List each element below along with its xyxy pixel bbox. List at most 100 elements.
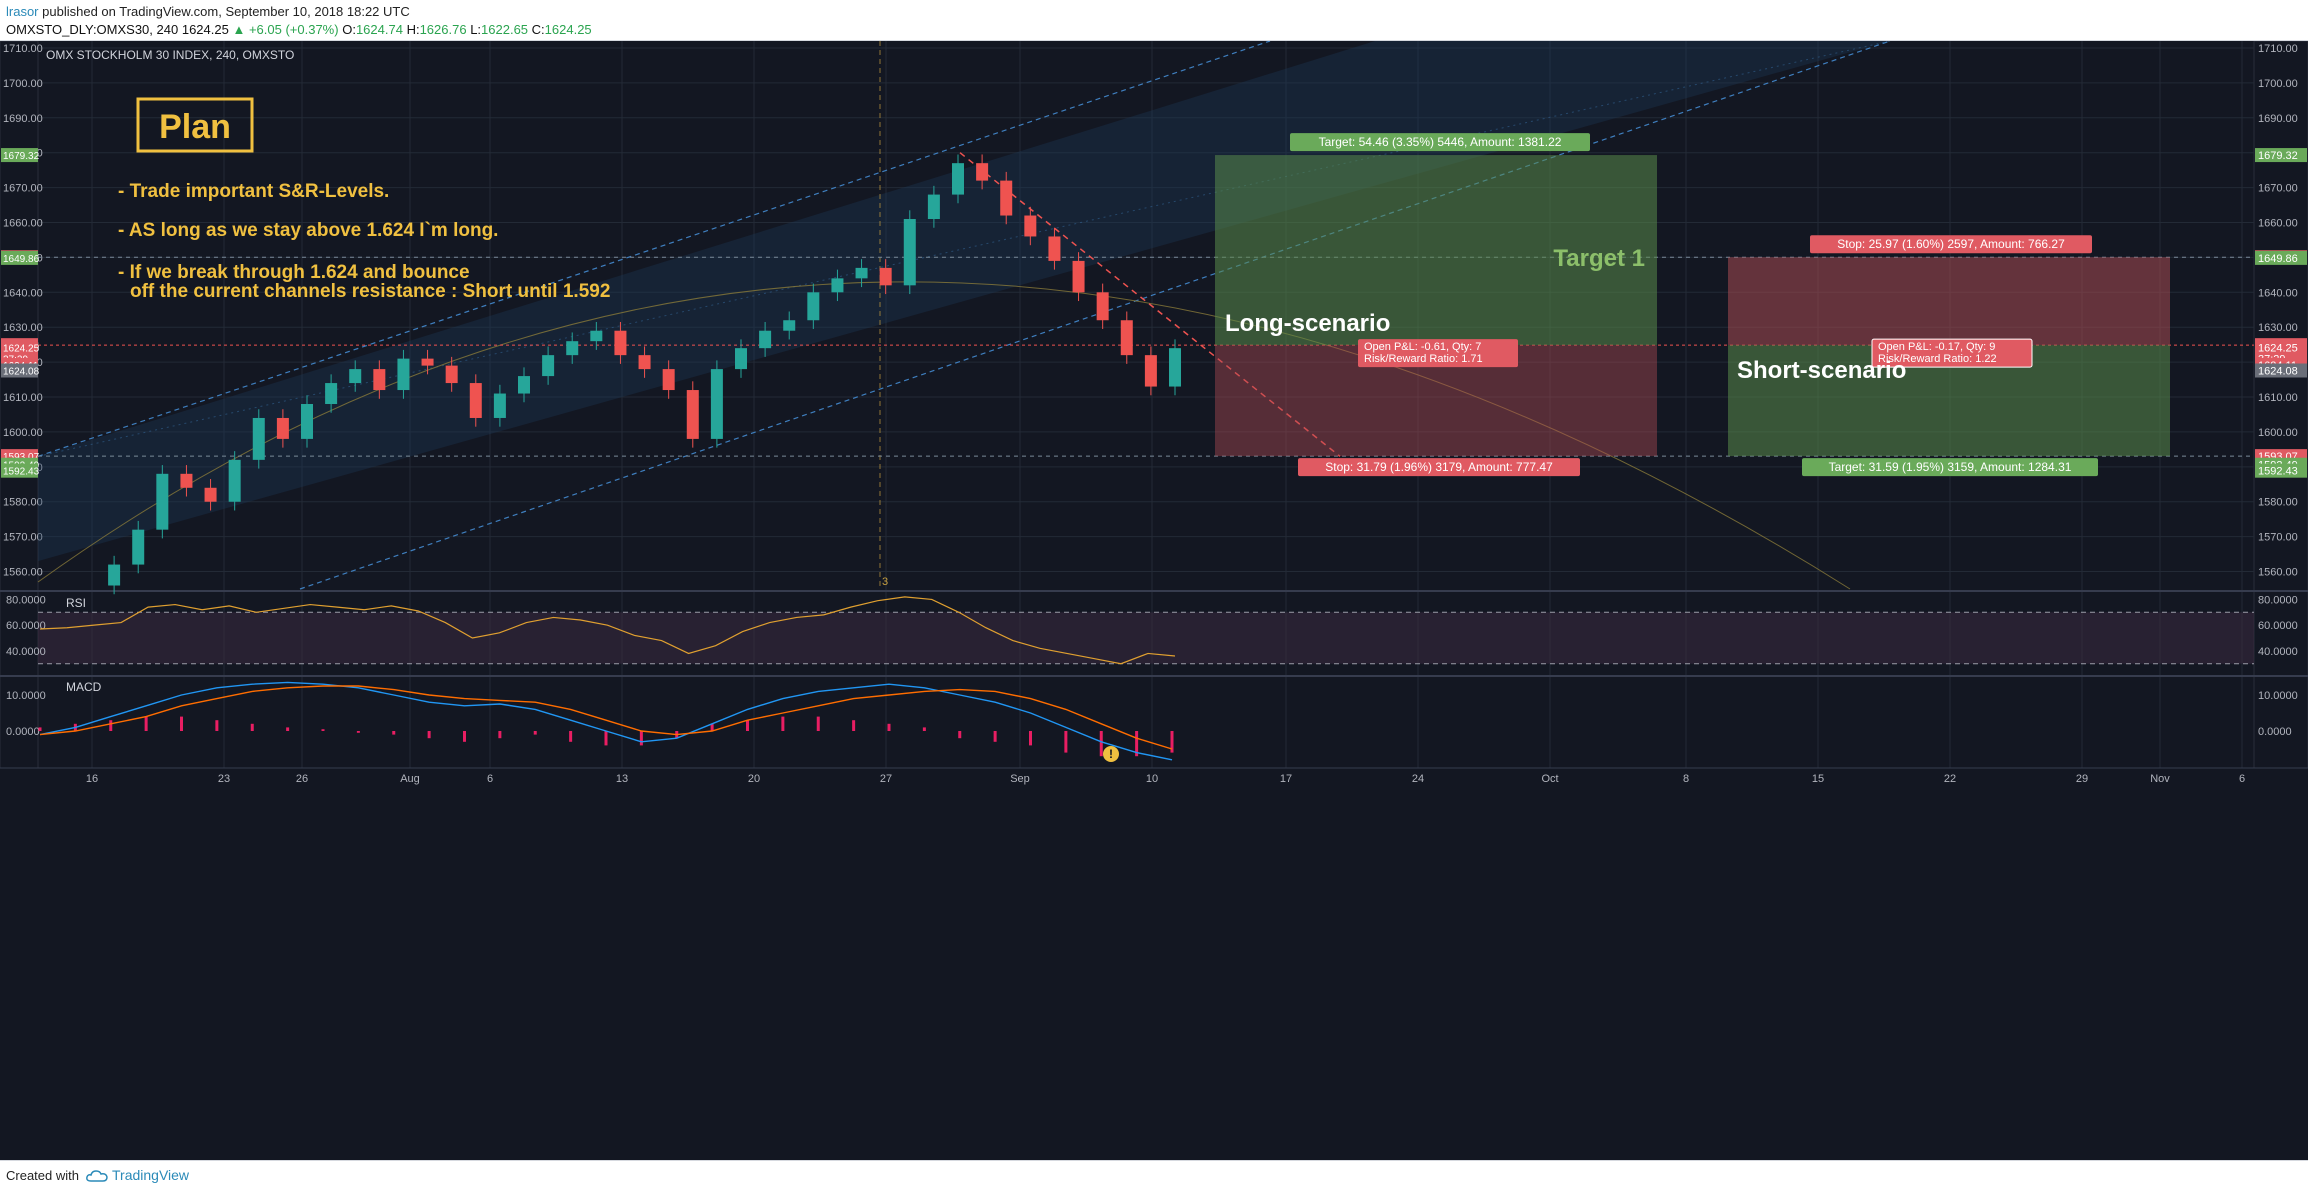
price-badge-right-text: 1679.32 (2258, 150, 2298, 162)
published-text: published on TradingView.com, September … (42, 4, 410, 19)
open-value: 1624.74 (355, 22, 403, 37)
candle-body (735, 348, 747, 370)
y-tick-right: 1570.00 (2258, 532, 2298, 544)
price-badge-left (1, 463, 38, 478)
x-tick-label: 16 (86, 773, 98, 785)
candle-body (614, 330, 627, 356)
x-tick-label: Aug (400, 773, 420, 785)
macd-tick-left: 10.0000 (6, 690, 46, 702)
top-bar: lrasor published on TradingView.com, Sep… (0, 0, 2308, 41)
candle-body (952, 163, 964, 195)
y-tick-left: 1600.00 (3, 427, 43, 439)
candle-body (228, 459, 241, 502)
short-stop-info: Stop: 25.97 (1.60%) 2597, Amount: 766.27 (1837, 237, 2065, 251)
tradingview-link[interactable]: TradingView (86, 1167, 189, 1183)
candle-body (421, 358, 434, 366)
long-target-info: Target: 54.46 (3.35%) 5446, Amount: 1381… (1319, 135, 1562, 149)
open-label: O: (342, 22, 356, 37)
y-tick-left: 1560.00 (3, 567, 43, 579)
x-tick-label: 15 (1812, 773, 1824, 785)
price-badge-right-text: 1592.43 (2258, 466, 2298, 478)
x-tick-label: Oct (1541, 773, 1558, 785)
price-badge-left-text: 1649.86 (3, 254, 40, 265)
candle-body (638, 355, 651, 370)
candle-body (301, 404, 313, 439)
price-badge-right-text: 1624.08 (2258, 365, 2298, 377)
long-pnl-badge (1358, 339, 1518, 368)
candle-body (518, 376, 530, 394)
candle-body (686, 390, 699, 439)
vertical-marker-label: 3 (882, 576, 888, 588)
short-scenario-label: Short-scenario (1737, 357, 1906, 384)
y-tick-right: 1700.00 (2258, 78, 2298, 90)
x-tick-label: Nov (2150, 773, 2170, 785)
close-value: 1624.25 (544, 22, 592, 37)
y-tick-right: 1690.00 (2258, 113, 2298, 125)
signal-line (39, 685, 1173, 750)
channel-lower-line (299, 41, 1891, 590)
short-pnl-badge (1871, 338, 2033, 368)
chart-canvas[interactable]: 1710.00 1710.00 1700.00 1700.00 1690.00 1690.… (0, 41, 2308, 1160)
y-tick-left: 1580.00 (3, 497, 43, 509)
y-tick-left: 1670.00 (3, 183, 43, 195)
candle-body (566, 341, 579, 356)
candle-body (590, 330, 603, 342)
price-badge-right (2255, 148, 2307, 163)
candle-body (373, 369, 386, 391)
low-label: L: (470, 22, 482, 37)
long-scenario-label: Long-scenario (1225, 310, 1390, 337)
x-tick-label: 26 (296, 773, 308, 785)
price-badge-left-text: 1624.25 (3, 343, 40, 354)
x-tick-label: 29 (2076, 773, 2088, 785)
y-tick-right: 1670.00 (2258, 183, 2298, 195)
candle-body (493, 393, 506, 418)
price-badge-right (2255, 463, 2307, 478)
candle-body (349, 369, 362, 384)
price-badge-left (1, 148, 38, 163)
author-link[interactable]: lrasor (6, 4, 39, 19)
y-tick-right: 1660.00 (2258, 218, 2298, 230)
macd-line (39, 681, 1173, 761)
x-tick-label: 27 (880, 773, 892, 785)
price-badge-right (2255, 340, 2307, 355)
price-badge-right-text: 1649.86 (2258, 253, 2298, 265)
warning-icon-circle (1103, 746, 1119, 762)
long-target-zone (1215, 155, 1657, 346)
x-tick-label: 23 (218, 773, 230, 785)
macd-tick-right: 10.0000 (2258, 690, 2298, 702)
macd-title: MACD (66, 680, 102, 694)
candle-body (759, 330, 772, 349)
chart-background (0, 41, 2308, 1160)
warning-icon: ! (1103, 746, 1119, 762)
channel-upper-line (37, 41, 1271, 457)
y-tick-right: 1560.00 (2258, 567, 2298, 579)
candle-body (807, 292, 820, 321)
candle-body (397, 358, 410, 391)
symbol-legend: OMXSTO_DLY:OMXS30, 240 1624.25 ▲ +6.05 (… (6, 22, 592, 37)
candle-body (542, 355, 555, 377)
plan-box (136, 97, 254, 153)
x-tick-label: 8 (1683, 773, 1689, 785)
candle-body (469, 383, 482, 418)
candle-body (783, 320, 796, 331)
price-badge-right-text: 1624.25 (2258, 342, 2298, 354)
long-stop-info: Stop: 31.79 (1.96%) 3179, Amount: 777.47 (1325, 460, 1553, 474)
short-rr: Risk/Reward Ratio: 1.22 (1878, 353, 1997, 365)
candle-body (325, 383, 338, 405)
rsi-band (38, 612, 2254, 664)
rsi-line (39, 596, 1176, 665)
price-badge-left-text: 1593.07 (3, 452, 40, 463)
candle-body (1169, 348, 1181, 387)
candle-body (1096, 292, 1109, 321)
y-tick-left: 1700.00 (3, 78, 43, 90)
y-tick-right: 1630.00 (2258, 322, 2298, 334)
target-1-label: Target 1 (1553, 245, 1645, 272)
x-tick-label: 10 (1146, 773, 1158, 785)
short-target-info: Target: 31.59 (1.95%) 3159, Amount: 1284… (1829, 460, 2072, 474)
candle-body (855, 267, 868, 279)
macd-tick-right: 0.0000 (2258, 726, 2292, 738)
x-tick-label: 17 (1280, 773, 1292, 785)
y-tick-right: 1710.00 (2258, 43, 2298, 55)
long-pnl: Open P&L: -0.61, Qty: 7 (1364, 341, 1481, 353)
rsi-tick-right: 80.0000 (2258, 594, 2298, 606)
